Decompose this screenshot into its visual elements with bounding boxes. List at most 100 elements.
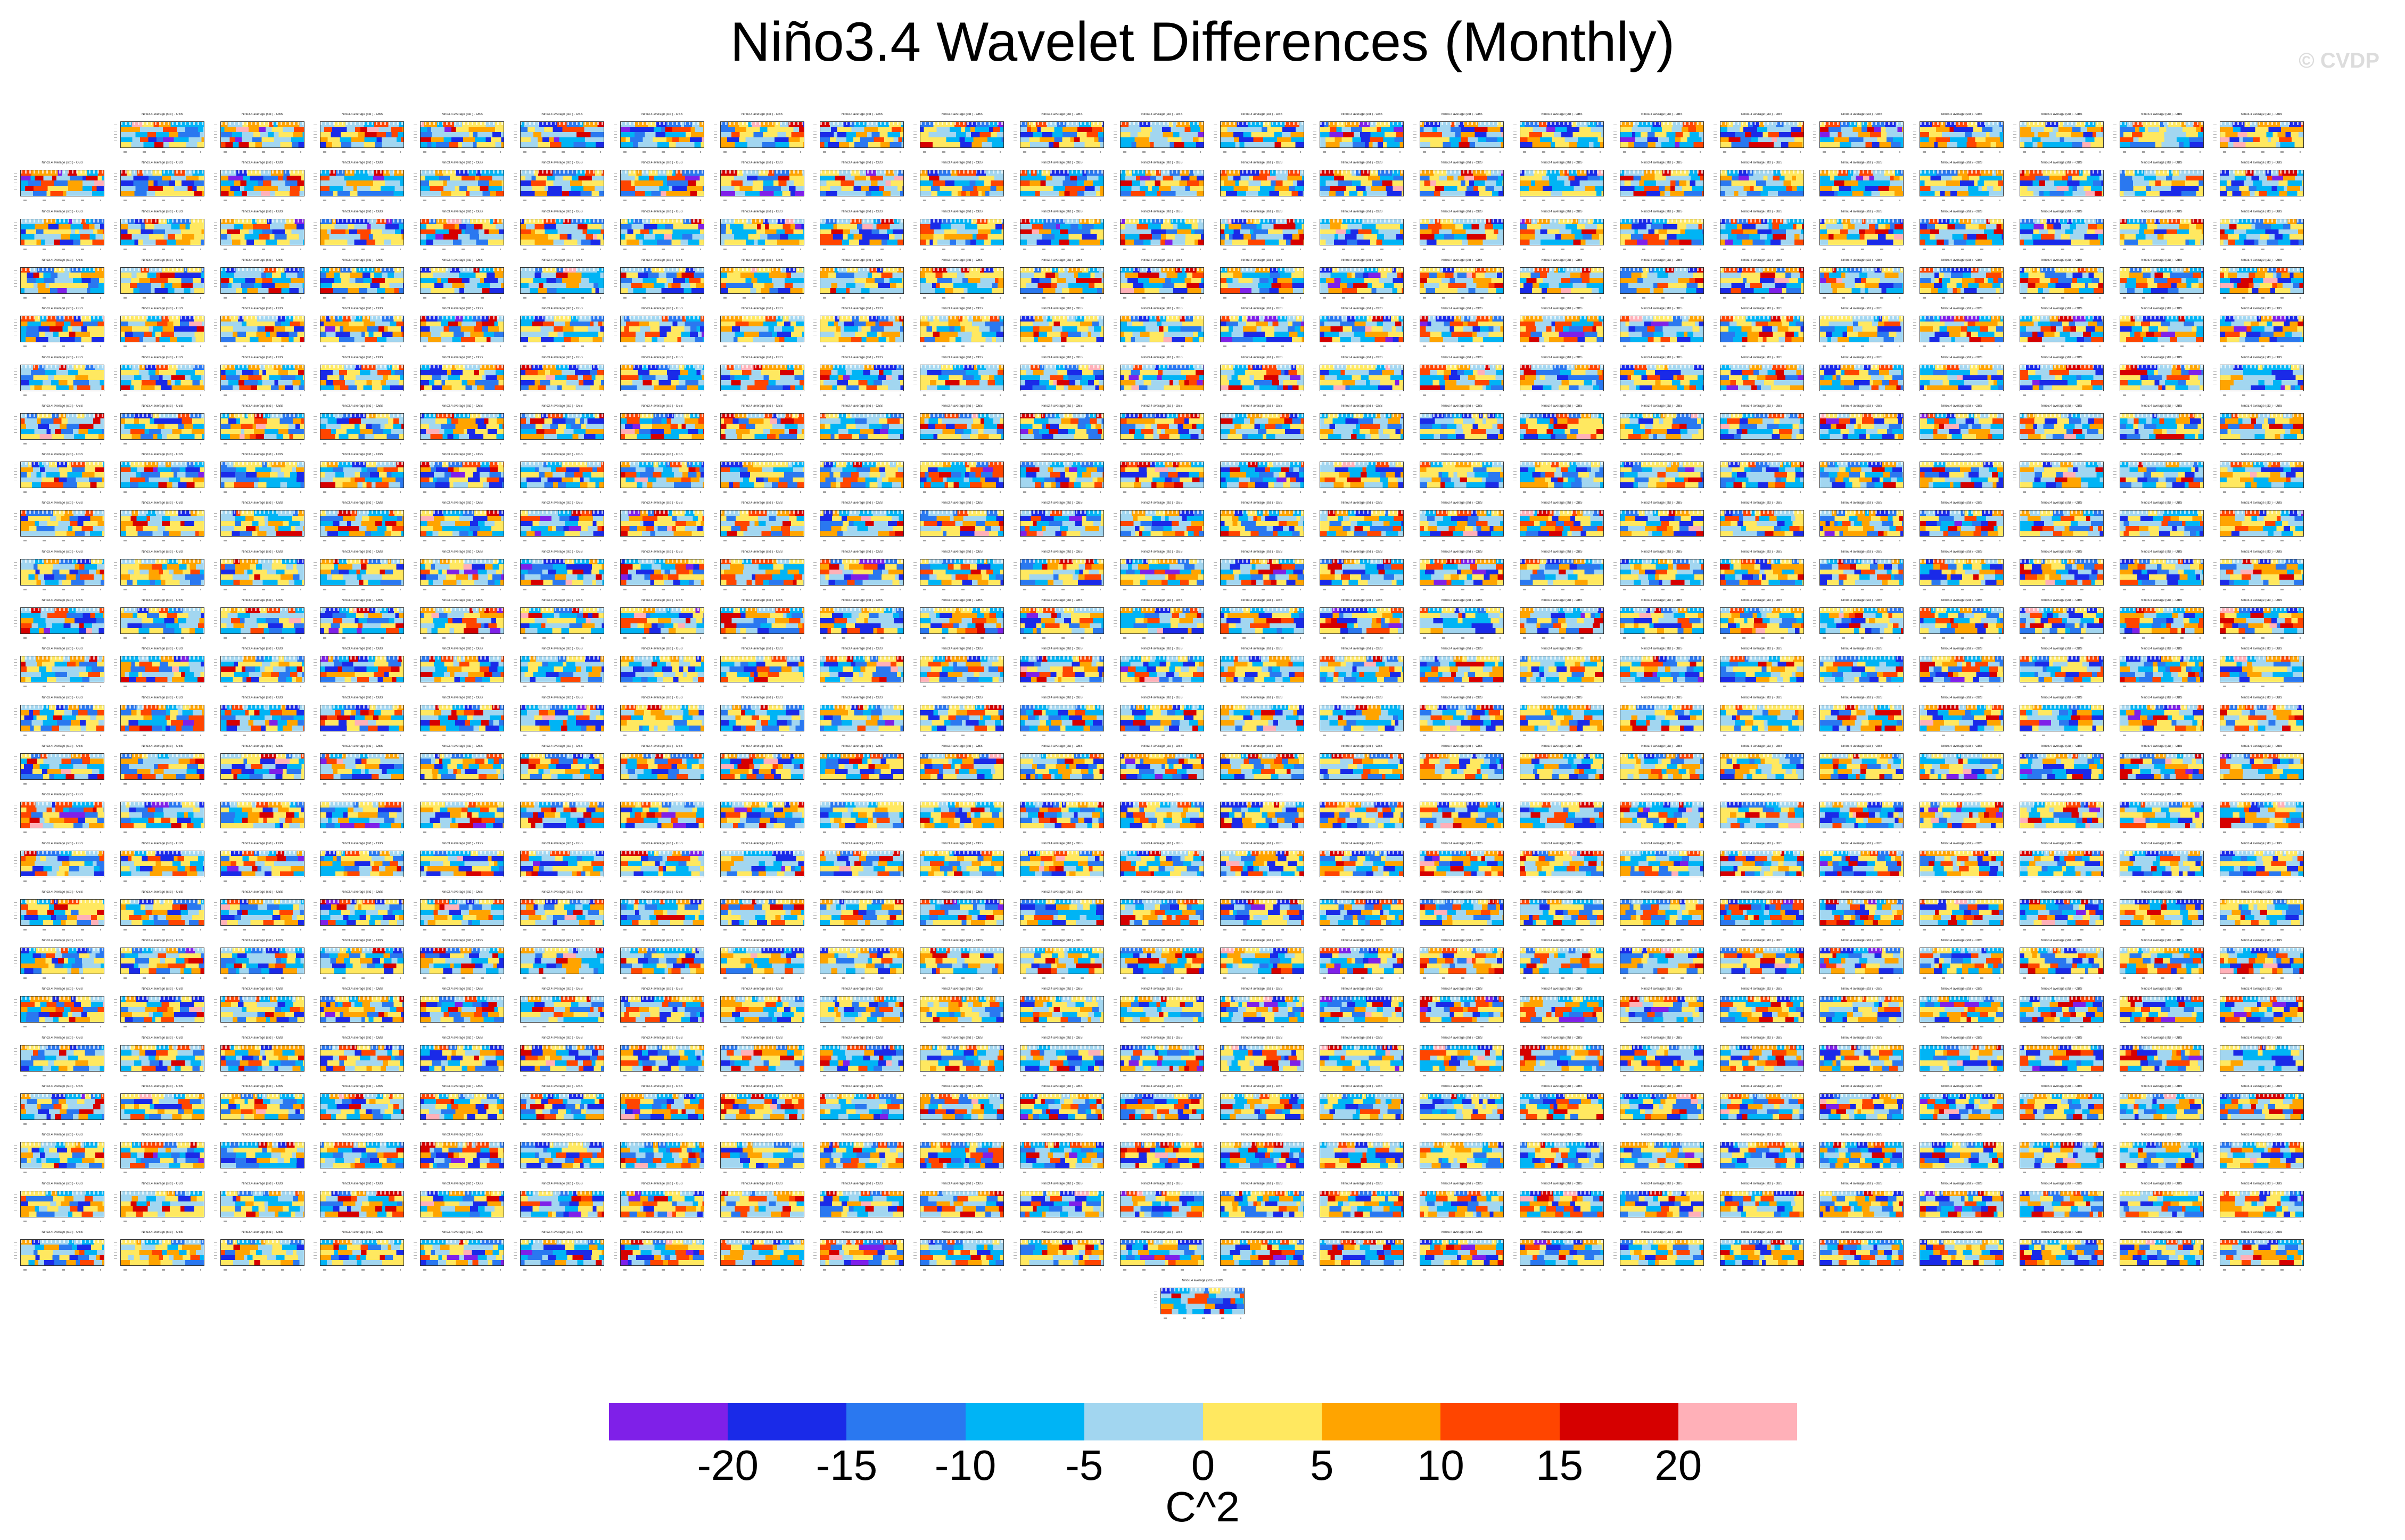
panel-heatmap <box>420 218 505 245</box>
panel-coi-overlay <box>620 559 704 563</box>
panel-heatmap <box>2020 316 2104 343</box>
panel-y-axis <box>1613 853 1617 873</box>
panel-heatmap-band <box>1120 580 1204 585</box>
panel-heatmap <box>220 948 304 975</box>
panel-coi-overlay <box>120 608 204 611</box>
panel-title: Niño3.4 average (std ) - OBS <box>841 987 883 991</box>
panel-heatmap-band <box>620 628 704 633</box>
panel-heatmap <box>420 948 505 975</box>
panel-y-axis <box>2213 999 2217 1019</box>
panel-x-axis <box>2222 345 2301 348</box>
panel-heatmap-band <box>1020 127 1103 133</box>
wavelet-panel: Niño3.4 average (std ) - OBS <box>713 356 804 396</box>
panel-heatmap <box>1619 121 1704 148</box>
panel-heatmap-band <box>1820 380 1904 385</box>
wavelet-panel: Niño3.4 average (std ) - OBS <box>514 891 604 930</box>
panel-y-axis <box>1613 465 1617 484</box>
panel-heatmap-band <box>620 521 704 526</box>
panel-title: Niño3.4 average (std ) - OBS <box>1041 550 1083 554</box>
panel-heatmap-band <box>521 856 604 861</box>
panel-heatmap-band <box>1920 904 2004 910</box>
wavelet-panel: Niño3.4 average (std ) - OBS <box>113 696 204 736</box>
panel-coi-overlay <box>1420 219 1504 223</box>
panel-heatmap <box>120 656 204 683</box>
panel-coi-overlay <box>1520 608 1603 611</box>
panel-heatmap-band <box>920 224 1004 229</box>
panel-heatmap-band <box>1320 418 1404 424</box>
wavelet-panel: Niño3.4 average (std ) - OBS <box>1513 842 1604 882</box>
panel-heatmap-band <box>1320 822 1404 828</box>
panel-title: Niño3.4 average (std ) - OBS <box>441 647 483 651</box>
panel-x-axis <box>1423 977 1501 979</box>
panel-coi-overlay <box>320 170 404 174</box>
panel-coi-overlay <box>1320 802 1404 806</box>
panel-title: Niño3.4 average (std ) - OBS <box>2141 356 2182 359</box>
panel-heatmap-band <box>1220 229 1304 235</box>
panel-heatmap-band <box>1820 370 1904 375</box>
panel-coi-overlay <box>421 802 504 806</box>
panel-heatmap-band <box>421 1066 504 1071</box>
wavelet-panel: Niño3.4 average (std ) - OBS <box>1713 891 1804 930</box>
panel-y-axis <box>1113 999 1117 1019</box>
panel-heatmap <box>2119 948 2204 975</box>
panel-title: Niño3.4 average (std ) - OBS <box>1341 647 1383 651</box>
panel-heatmap-band <box>320 817 404 823</box>
panel-coi-overlay <box>521 705 604 709</box>
panel-heatmap-band <box>320 239 404 245</box>
panel-heatmap-band <box>1720 661 1803 667</box>
wavelet-panel: Niño3.4 average (std ) - OBS <box>1213 453 1304 493</box>
panel-coi-overlay <box>1920 170 2004 174</box>
wavelet-panel: Niño3.4 average (std ) - OBS <box>713 307 804 348</box>
panel-heatmap-band <box>1120 191 1204 196</box>
panel-heatmap-band <box>2120 1007 2203 1012</box>
panel-x-axis <box>2023 734 2101 736</box>
panel-heatmap-band <box>1420 375 1504 381</box>
panel-coi-overlay <box>2220 122 2303 125</box>
wavelet-panel: Niño3.4 average (std ) - OBS <box>1313 939 1404 979</box>
panel-x-axis <box>1223 831 1301 834</box>
panel-heatmap-band <box>820 239 904 245</box>
panel-heatmap-band <box>1320 1055 1404 1061</box>
panel-title: Niño3.4 average (std ) - OBS <box>841 550 883 554</box>
panel-x-axis <box>823 540 901 542</box>
wavelet-panel: Niño3.4 average (std ) - OBS <box>1313 113 1404 153</box>
wavelet-panel: Niño3.4 average (std ) - OBS <box>2113 550 2204 590</box>
panel-coi-overlay <box>120 170 204 174</box>
panel-heatmap-band <box>1720 1055 1803 1061</box>
panel-heatmap-band <box>1820 278 1904 283</box>
panel-heatmap-band <box>120 477 204 483</box>
panel-heatmap-band <box>2220 467 2303 473</box>
panel-heatmap-band <box>421 822 504 828</box>
panel-coi-overlay <box>820 656 904 660</box>
panel-heatmap-band <box>1520 623 1603 629</box>
panel-heatmap-band <box>720 1050 804 1056</box>
panel-heatmap-band <box>1620 1012 1703 1017</box>
panel-heatmap-band <box>1020 710 1103 715</box>
panel-x-axis <box>323 151 401 153</box>
panel-heatmap-band <box>820 429 904 434</box>
panel-x-axis <box>2122 345 2201 348</box>
panel-title: Niño3.4 average (std ) - OBS <box>1341 404 1383 408</box>
panel-heatmap <box>920 121 1004 148</box>
panel-heatmap <box>720 996 804 1023</box>
panel-coi-overlay <box>2120 462 2203 466</box>
panel-y-axis <box>1913 999 1917 1019</box>
panel-y-axis <box>314 125 317 144</box>
panel-heatmap-band <box>220 326 304 332</box>
panel-heatmap-band <box>120 866 204 871</box>
panel-coi-overlay <box>1920 462 2004 466</box>
panel-heatmap-band <box>120 472 204 477</box>
panel-heatmap-band <box>720 710 804 715</box>
panel-heatmap <box>920 510 1004 537</box>
panel-title: Niño3.4 average (std ) - OBS <box>1941 987 1982 991</box>
panel-title: Niño3.4 average (std ) - OBS <box>441 842 483 845</box>
panel-heatmap-band <box>2220 958 2303 963</box>
panel-coi-overlay <box>220 510 304 514</box>
wavelet-panel: Niño3.4 average (std ) - OBS <box>613 1036 704 1076</box>
wavelet-panel: Niño3.4 average (std ) - OBS <box>613 550 704 590</box>
panel-x-axis <box>1123 540 1201 542</box>
panel-coi-overlay <box>1820 316 1904 320</box>
panel-coi-overlay <box>1820 899 1904 903</box>
wavelet-panel: Niño3.4 average (std ) - OBS <box>713 453 804 493</box>
panel-heatmap <box>920 656 1004 683</box>
